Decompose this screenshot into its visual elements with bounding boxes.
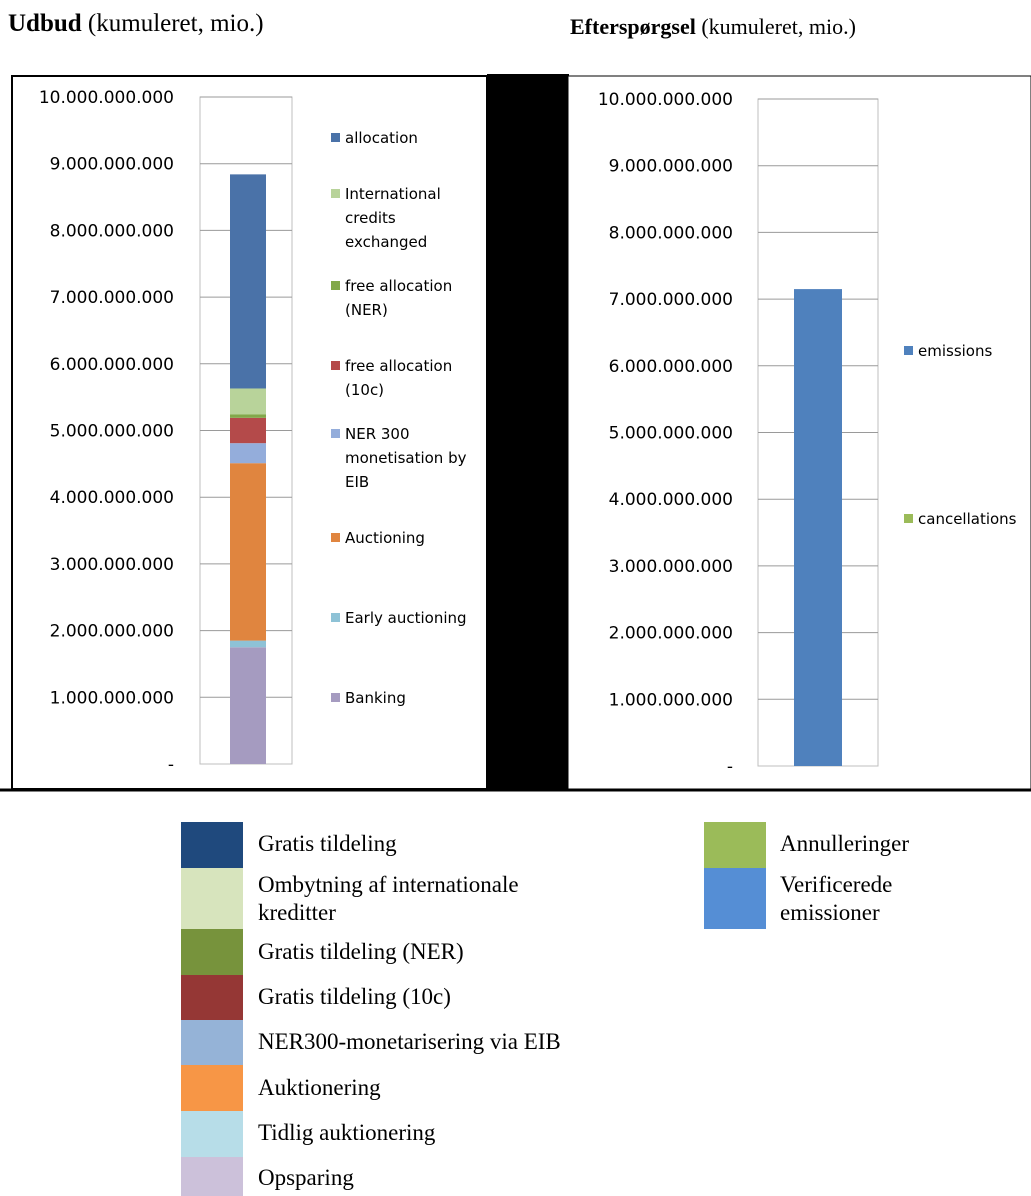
legend-swatch: [331, 533, 340, 542]
supply-title-rest: (kumuleret, mio.): [81, 10, 264, 37]
y-tick-label: 7.000.000.000: [50, 288, 174, 308]
legend-swatch: [331, 281, 340, 290]
bar-segment: [230, 388, 266, 415]
demand-title-bold: Efterspørgsel: [570, 14, 696, 39]
supply-chart: - 1.000.000.000 2.000.000.000 3.000.000.000…: [39, 88, 467, 775]
legend-label: cancellations: [918, 510, 1017, 528]
y-tick-label: 3.000.000.000: [609, 557, 733, 577]
y-tick-label: 7.000.000.000: [609, 290, 733, 310]
legend-swatch: [331, 693, 340, 702]
y-tick-label: 10.000.000.000: [598, 90, 733, 110]
y-tick-label: -: [168, 755, 174, 775]
legend-swatch: [331, 613, 340, 622]
legend-label: International credits exchanged: [345, 185, 441, 251]
legend-color-swatch: [181, 1111, 243, 1157]
y-tick-label: 9.000.000.000: [609, 157, 733, 177]
supply-title: Udbud (kumuleret, mio.): [8, 10, 264, 38]
legend-swatch: [331, 189, 340, 198]
bar-segment: [230, 647, 266, 764]
legend-label: Early auctioning: [345, 609, 467, 627]
legend-text: Tidlig auktionering: [258, 1120, 436, 1145]
y-tick-label: -: [727, 757, 733, 777]
y-tick-label: 2.000.000.000: [50, 622, 174, 642]
legend-color-swatch: [181, 868, 243, 929]
legend-text: Ombytning af internationale kreditter: [258, 872, 519, 925]
y-tick-label: 6.000.000.000: [609, 357, 733, 377]
legend-label: free allocation (10c): [345, 357, 452, 399]
legend-label: allocation: [345, 129, 418, 147]
y-tick-label: 9.000.000.000: [50, 155, 174, 175]
legend-label: free allocation (NER): [345, 277, 452, 319]
demand-chart: - 1.000.000.000 2.000.000.000 3.000.000.000…: [598, 90, 1017, 777]
legend-color-swatch: [181, 1020, 243, 1065]
bar-segment: [230, 414, 266, 418]
legend-text: Gratis tildeling: [258, 831, 397, 856]
y-tick-label: 1.000.000.000: [50, 688, 174, 708]
legend-swatch: [904, 346, 913, 355]
bar-segment: [230, 640, 266, 648]
y-tick-label: 4.000.000.000: [609, 490, 733, 510]
y-tick-label: 3.000.000.000: [50, 555, 174, 575]
bar-segment: [794, 289, 842, 766]
bar-segment: [230, 443, 266, 464]
legend-swatch: [331, 361, 340, 370]
y-tick-label: 8.000.000.000: [50, 221, 174, 241]
legend-color-swatch: [181, 975, 243, 1020]
legend-text: Opsparing: [258, 1165, 354, 1190]
legend-text: NER300-monetarisering via EIB: [258, 1029, 561, 1054]
legend-swatch: [331, 429, 340, 438]
y-tick-label: 5.000.000.000: [609, 424, 733, 444]
bar-segment: [230, 417, 266, 444]
y-tick-label: 1.000.000.000: [609, 690, 733, 710]
bar-segment: [230, 463, 266, 641]
y-tick-label: 6.000.000.000: [50, 355, 174, 375]
legend-label: NER 300 monetisation by EIB: [345, 425, 467, 491]
demand-title-rest: (kumuleret, mio.): [695, 14, 856, 39]
legend-swatch: [331, 133, 340, 142]
supply-title-bold: Udbud: [8, 10, 82, 37]
legend-text: Gratis tildeling (10c): [258, 984, 451, 1009]
y-tick-label: 2.000.000.000: [609, 624, 733, 644]
y-tick-label: 4.000.000.000: [50, 488, 174, 508]
y-tick-label: 5.000.000.000: [50, 422, 174, 442]
legend-color-swatch: [704, 868, 766, 929]
black-divider: [487, 74, 569, 791]
legend-color-swatch: [181, 822, 243, 868]
legend-color-swatch: [181, 1157, 243, 1196]
demand-title: Efterspørgsel (kumuleret, mio.): [570, 14, 856, 40]
legend-color-swatch: [704, 822, 766, 868]
legend-text: Verificerede emissioner: [780, 872, 893, 925]
y-tick-label: 10.000.000.000: [39, 88, 174, 108]
charts-area: - 1.000.000.000 2.000.000.000 3.000.000.000…: [0, 74, 1031, 792]
legend-text: Auktionering: [258, 1075, 381, 1100]
y-tick-label: 8.000.000.000: [609, 223, 733, 243]
legend-label: Auctioning: [345, 529, 425, 547]
legend-label: Banking: [345, 689, 406, 707]
legend-label: emissions: [918, 342, 992, 360]
legend-color-swatch: [181, 1065, 243, 1111]
bar-segment: [230, 174, 266, 389]
legend-text: Annulleringer: [780, 831, 910, 856]
legend-text: Gratis tildeling (NER): [258, 939, 464, 964]
legend-color-swatch: [181, 929, 243, 975]
legend-swatch: [904, 514, 913, 523]
